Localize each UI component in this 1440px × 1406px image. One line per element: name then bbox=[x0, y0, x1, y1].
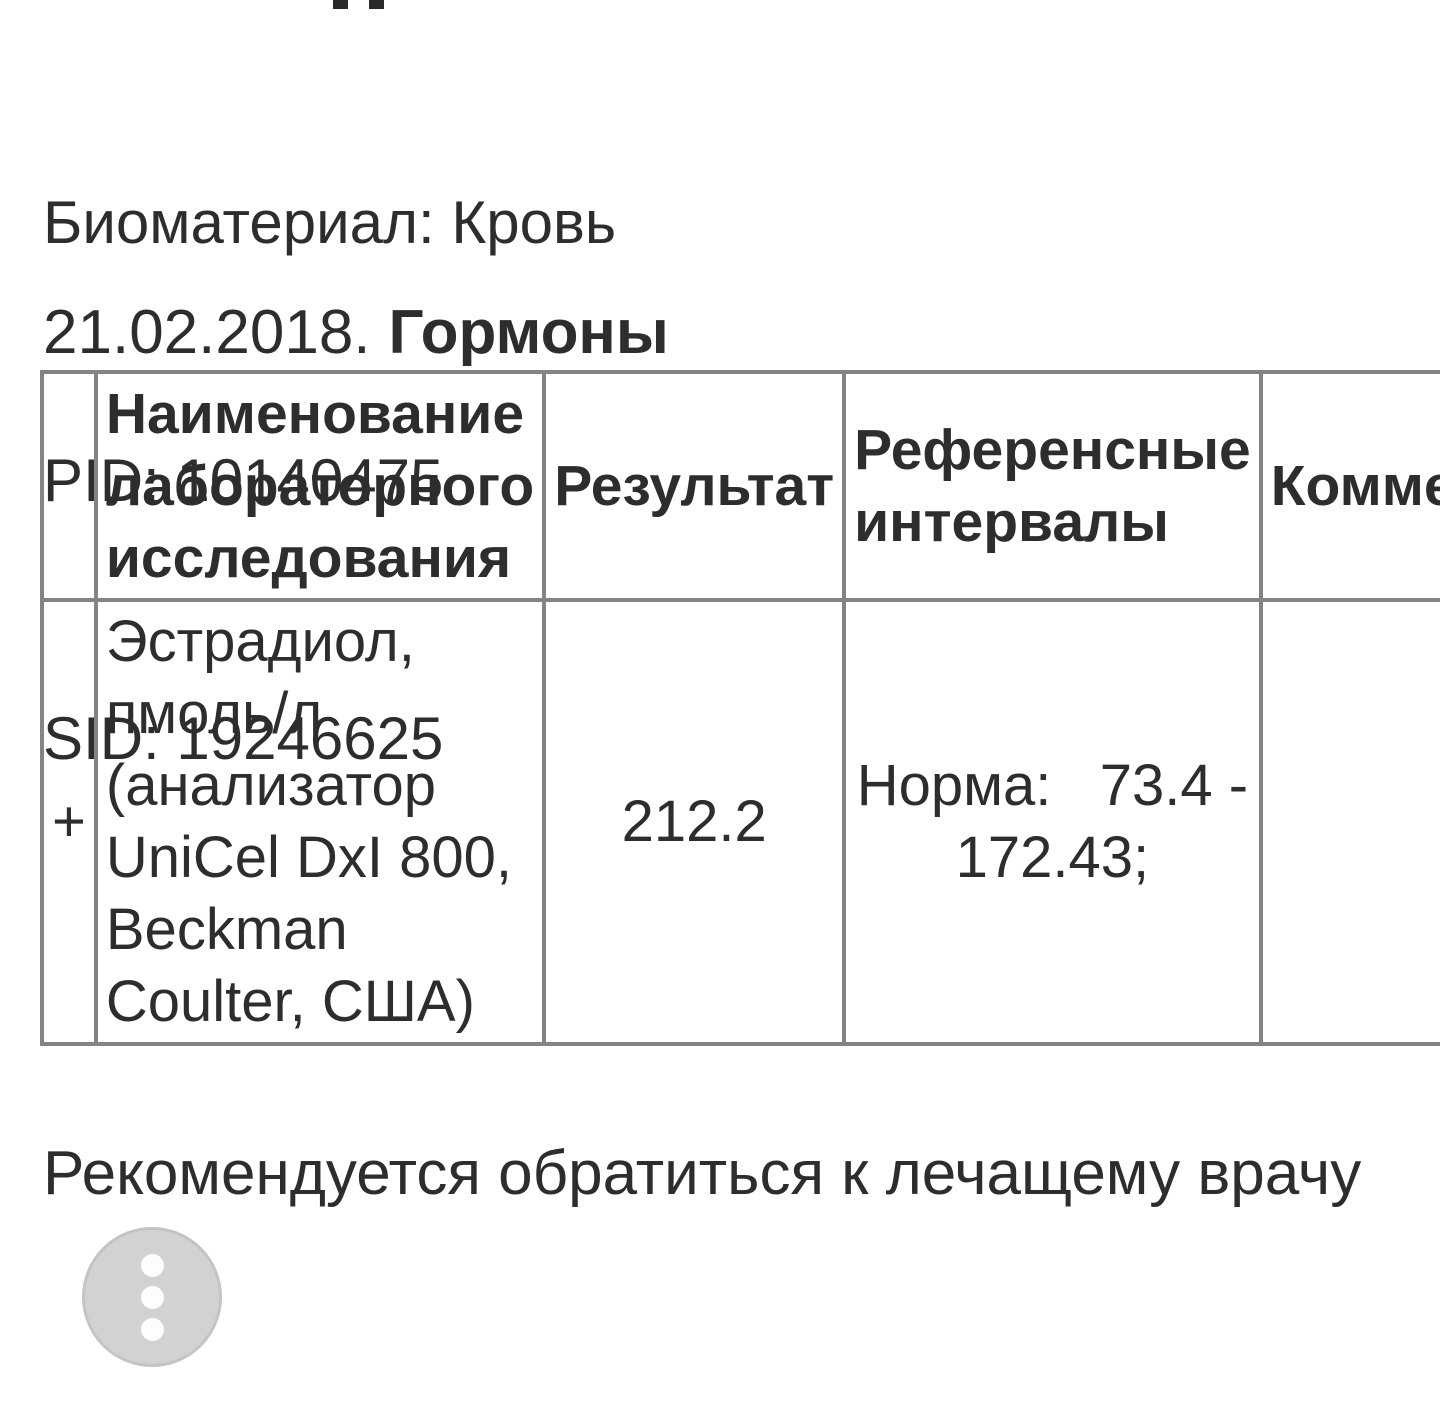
header-flag bbox=[40, 370, 98, 602]
more-vert-icon bbox=[140, 1285, 164, 1309]
results-table: Наименование лабораторного исследования … bbox=[40, 370, 1440, 1046]
report-category: Гормоны bbox=[388, 298, 669, 367]
clipped-text-remnant bbox=[369, 0, 384, 9]
results-table-wrapper: Наименование лабораторного исследования … bbox=[40, 370, 1440, 1046]
header-comment: Комме bbox=[1258, 370, 1440, 602]
more-options-button[interactable] bbox=[82, 1227, 222, 1367]
clipped-text-remnant bbox=[333, 0, 348, 9]
table-header-row: Наименование лабораторного исследования … bbox=[40, 370, 1440, 602]
more-vert-icon bbox=[140, 1253, 164, 1277]
test-name-cell: Эстрадиол, пмоль/л (анализатор UniCel Dx… bbox=[93, 598, 547, 1046]
recommendation-note: Рекомендуется обратиться к лечащему врач… bbox=[43, 1139, 1362, 1208]
reference-interval-cell: Норма: 73.4 - 172.43; bbox=[842, 598, 1263, 1046]
abnormal-flag: + bbox=[40, 598, 98, 1046]
table-row: + Эстрадиол, пмоль/л (анализатор UniCel … bbox=[40, 598, 1440, 1046]
header-reference-interval: Референсные интервалы bbox=[842, 370, 1263, 602]
comment-cell bbox=[1258, 598, 1440, 1046]
more-vert-icon bbox=[140, 1317, 164, 1341]
header-result: Результат bbox=[542, 370, 847, 602]
section-title: 21.02.2018. Гормоны bbox=[43, 295, 669, 371]
report-date: 21.02.2018. bbox=[43, 298, 371, 367]
biomaterial-line: Биоматериал: Кровь bbox=[43, 189, 617, 256]
result-value-cell: 212.2 bbox=[542, 598, 847, 1046]
header-test-name: Наименование лабораторного исследования bbox=[93, 370, 547, 602]
